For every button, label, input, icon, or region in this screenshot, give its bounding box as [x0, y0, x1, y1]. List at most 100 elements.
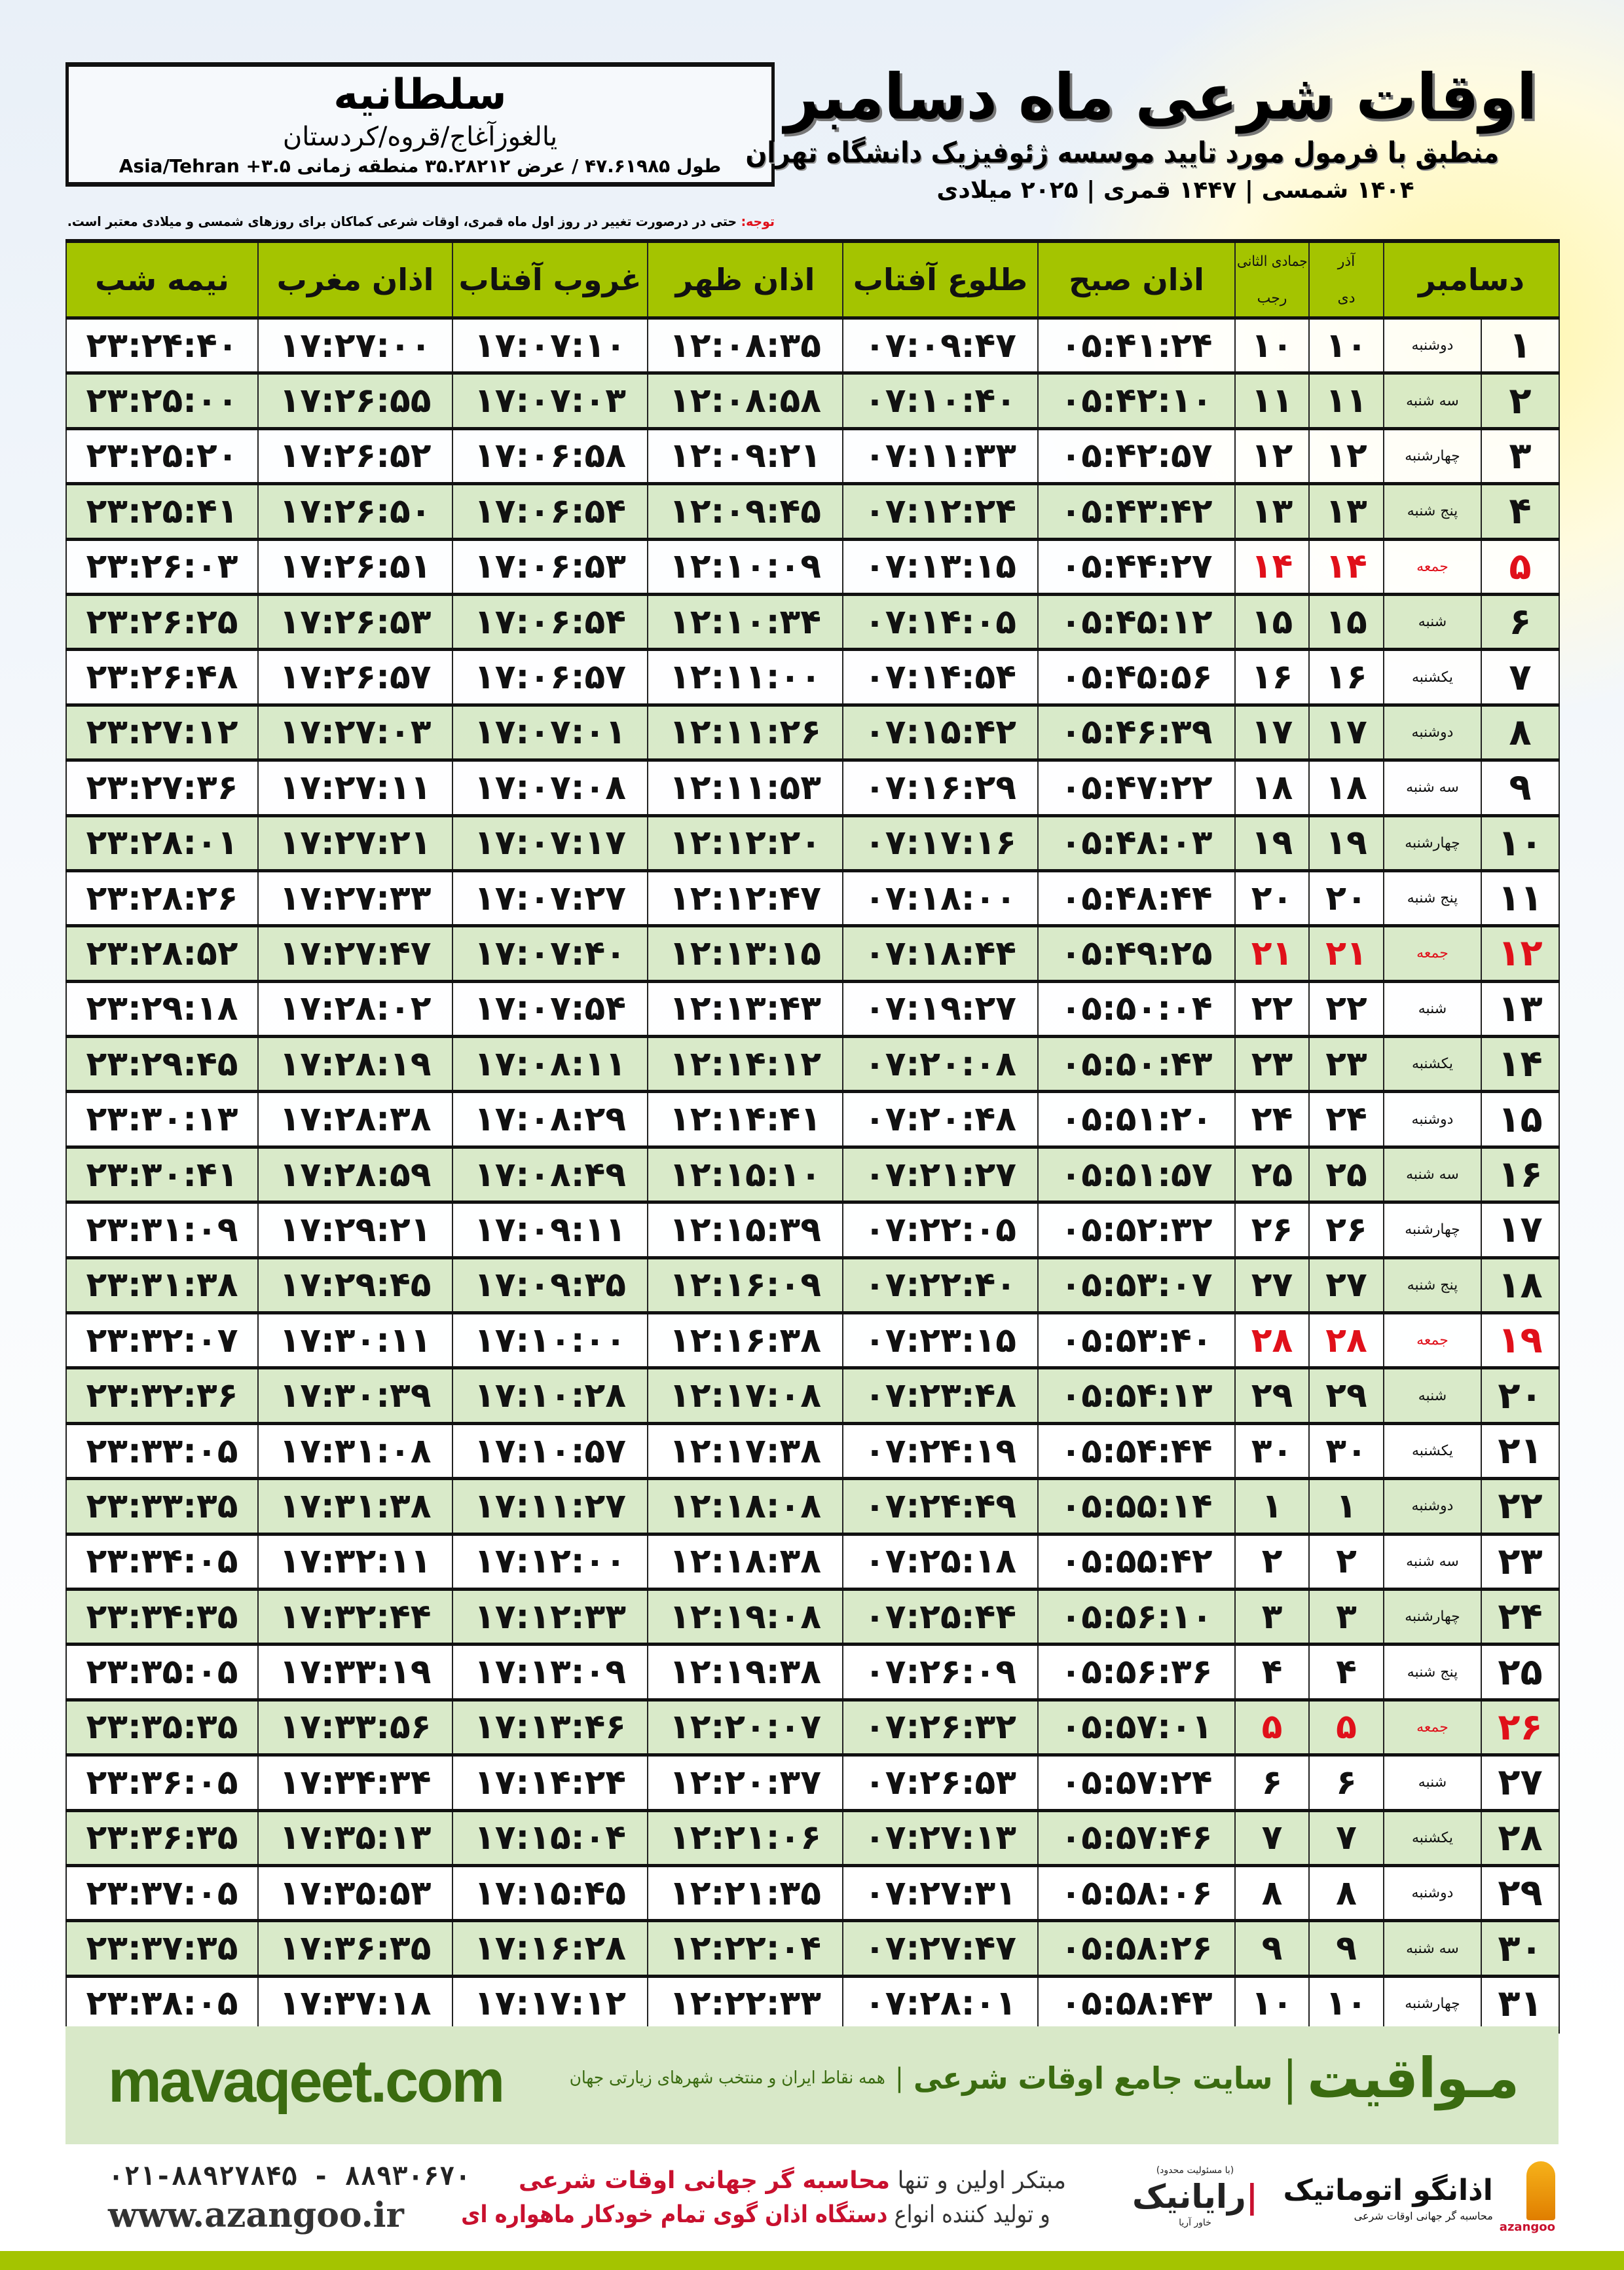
cell-lunar-day: ۲۴: [1234, 1090, 1310, 1148]
cell-lunar-day: ۱۴: [1234, 538, 1310, 595]
location-box: سلطانیه یالغوزآغاج/قروه/کردستان طول ۴۷.۶…: [65, 62, 775, 187]
cell-solar-day: ۲: [1308, 1533, 1384, 1590]
site-url[interactable]: mavaqeet.com: [108, 2048, 505, 2115]
cell-sobh: ۰۵:۵۱:۵۷: [1037, 1146, 1236, 1203]
cell-lunar-day: ۲۷: [1234, 1257, 1310, 1314]
logo-note: (با مسئولیت محدود): [1156, 2165, 1234, 2176]
cell-lunar-day: ۳: [1234, 1588, 1310, 1645]
cell-solar-day: ۲۷: [1308, 1257, 1384, 1314]
cell-lunar-day: ۹: [1234, 1920, 1310, 1977]
header-lunar-top: جمادی الثانی: [1236, 253, 1308, 270]
cell-sobh: ۰۵:۵۳:۰۷: [1037, 1257, 1236, 1314]
cell-sobh: ۰۵:۵۴:۴۴: [1037, 1423, 1236, 1479]
cell-tolu: ۰۷:۲۴:۱۹: [842, 1423, 1039, 1479]
cell-maghrib: ۱۷:۲۶:۵۲: [257, 428, 453, 485]
table-row: ۱۶ سه شنبه ۲۵ ۲۵ ۰۵:۵۱:۵۷ ۰۷:۲۱:۲۷ ۱۲:۱۵:۱۰ ۱۷:…: [65, 1146, 1560, 1203]
cell-tolu: ۰۷:۲۶:۵۳: [842, 1754, 1039, 1812]
cell-sobh: ۰۵:۵۳:۴۰: [1037, 1312, 1236, 1369]
cell-lunar-day: ۱۵: [1234, 593, 1310, 650]
cell-day: ۲۲: [1481, 1478, 1560, 1535]
cell-weekday: پنج شنبه: [1383, 870, 1482, 927]
table-row: ۲۹ دوشنبه ۸ ۸ ۰۵:۵۸:۰۶ ۰۷:۲۷:۳۱ ۱۲:۲۱:۳۵ ۱۷:۱۵:…: [65, 1865, 1560, 1922]
cell-sobh: ۰۵:۵۴:۱۳: [1037, 1367, 1236, 1424]
cell-nimeh: ۲۳:۳۱:۳۸: [65, 1257, 259, 1314]
cell-lunar-day: ۲۰: [1234, 870, 1310, 927]
cell-nimeh: ۲۳:۳۱:۰۹: [65, 1201, 259, 1259]
cell-zohr: ۱۲:۱۳:۱۵: [647, 925, 843, 982]
brand-logo: مـواقیت: [1307, 2046, 1519, 2110]
cell-sobh: ۰۵:۵۵:۴۲: [1037, 1533, 1236, 1590]
cell-maghrib: ۱۷:۲۸:۰۲: [257, 980, 453, 1037]
cell-maghrib: ۱۷:۲۸:۱۹: [257, 1035, 453, 1092]
cell-tolu: ۰۷:۱۱:۳۳: [842, 428, 1039, 485]
cell-solar-day: ۱۷: [1308, 704, 1384, 761]
cell-day: ۳۰: [1481, 1920, 1560, 1977]
cell-zohr: ۱۲:۲۰:۰۷: [647, 1699, 843, 1756]
table-row: ۱۵ دوشنبه ۲۴ ۲۴ ۰۵:۵۱:۲۰ ۰۷:۲۰:۴۸ ۱۲:۱۴:۴۱ ۱۷:۰…: [65, 1090, 1560, 1148]
cell-maghrib: ۱۷:۳۳:۵۶: [257, 1699, 453, 1756]
cell-tolu: ۰۷:۲۶:۳۲: [842, 1699, 1039, 1756]
cell-day: ۲۳: [1481, 1533, 1560, 1590]
footer-slogan: مبتکر اولین و تنها محاسبه گر جهانی اوقات…: [461, 2164, 1087, 2232]
tagline: همه نقاط ایران و منتخب شهرهای زیارتی جها…: [569, 2068, 885, 2088]
cell-solar-day: ۲۸: [1308, 1312, 1384, 1369]
cell-lunar-day: ۱۲: [1234, 428, 1310, 485]
header-solar-bottom: دی: [1337, 289, 1356, 307]
cell-ghorub: ۱۷:۰۶:۵۴: [452, 483, 648, 540]
cell-day: ۲۶: [1481, 1699, 1560, 1756]
cell-lunar-day: ۷: [1234, 1810, 1310, 1867]
cell-lunar-day: ۲۵: [1234, 1146, 1310, 1203]
notice-text: حتی در درصورت تغییر در روز اول ماه قمری،…: [67, 214, 741, 229]
cell-maghrib: ۱۷:۲۹:۴۵: [257, 1257, 453, 1314]
table-row: ۲۳ سه شنبه ۲ ۲ ۰۵:۵۵:۴۲ ۰۷:۲۵:۱۸ ۱۲:۱۸:۳۸ ۱۷:۱۲…: [65, 1533, 1560, 1590]
azangoo-url[interactable]: www.azangoo.ir: [108, 2195, 404, 2235]
cell-tolu: ۰۷:۱۲:۲۴: [842, 483, 1039, 540]
cell-sobh: ۰۵:۵۸:۰۶: [1037, 1865, 1236, 1922]
cell-day: ۲۴: [1481, 1588, 1560, 1645]
cell-weekday: سه شنبه: [1383, 759, 1482, 817]
cell-tolu: ۰۷:۲۲:۰۵: [842, 1201, 1039, 1259]
cell-weekday: دوشنبه: [1383, 1865, 1482, 1922]
cell-lunar-day: ۱۹: [1234, 815, 1310, 872]
cell-nimeh: ۲۳:۲۹:۱۸: [65, 980, 259, 1037]
cell-solar-day: ۱۳: [1308, 483, 1384, 540]
logo-latin: azangoo: [1499, 2220, 1555, 2234]
cell-ghorub: ۱۷:۰۷:۰۸: [452, 759, 648, 817]
cell-ghorub: ۱۷:۰۷:۴۰: [452, 925, 648, 982]
divider: |: [1282, 2051, 1298, 2105]
cell-solar-day: ۲۴: [1308, 1090, 1384, 1148]
cell-ghorub: ۱۷:۰۷:۲۷: [452, 870, 648, 927]
cell-day: ۷: [1481, 648, 1560, 706]
cell-ghorub: ۱۷:۰۸:۱۱: [452, 1035, 648, 1092]
table-row: ۲۱ یکشنبه ۳۰ ۳۰ ۰۵:۵۴:۴۴ ۰۷:۲۴:۱۹ ۱۲:۱۷:۳۸ ۱۷:۱…: [65, 1423, 1560, 1479]
cell-lunar-day: ۶: [1234, 1754, 1310, 1812]
cell-weekday: جمعه: [1383, 925, 1482, 982]
cell-tolu: ۰۷:۲۳:۴۸: [842, 1367, 1039, 1424]
cell-ghorub: ۱۷:۱۷:۱۲: [452, 1975, 648, 2034]
cell-nimeh: ۲۳:۲۵:۰۰: [65, 372, 259, 430]
cell-solar-day: ۳: [1308, 1588, 1384, 1645]
cell-maghrib: ۱۷:۲۶:۵۳: [257, 593, 453, 650]
table-row: ۵ جمعه ۱۴ ۱۴ ۰۵:۴۴:۲۷ ۰۷:۱۳:۱۵ ۱۲:۱۰:۰۹ ۱۷:۰۶:۵…: [65, 538, 1560, 595]
cell-solar-day: ۱۵: [1308, 593, 1384, 650]
cell-weekday: پنج شنبه: [1383, 1257, 1482, 1314]
logo-sub: خاور آریا: [1179, 2218, 1211, 2228]
cell-solar-day: ۲۵: [1308, 1146, 1384, 1203]
cell-zohr: ۱۲:۱۸:۳۸: [647, 1533, 843, 1590]
cell-day: ۲: [1481, 372, 1560, 430]
cell-sobh: ۰۵:۴۱:۲۴: [1037, 317, 1236, 374]
cell-zohr: ۱۲:۱۹:۰۸: [647, 1588, 843, 1645]
cell-nimeh: ۲۳:۳۰:۱۳: [65, 1090, 259, 1148]
cell-sobh: ۰۵:۴۵:۵۶: [1037, 648, 1236, 706]
cell-day: ۱۱: [1481, 870, 1560, 927]
cell-maghrib: ۱۷:۳۵:۱۳: [257, 1810, 453, 1867]
cell-sobh: ۰۵:۴۵:۱۲: [1037, 593, 1236, 650]
cell-maghrib: ۱۷:۲۷:۱۱: [257, 759, 453, 817]
cell-weekday: دوشنبه: [1383, 317, 1482, 374]
cell-nimeh: ۲۳:۲۶:۰۳: [65, 538, 259, 595]
cell-day: ۹: [1481, 759, 1560, 817]
table-row: ۱۳ شنبه ۲۲ ۲۲ ۰۵:۵۰:۰۴ ۰۷:۱۹:۲۷ ۱۲:۱۳:۴۳ ۱۷:۰۷:…: [65, 980, 1560, 1037]
table-row: ۲ سه شنبه ۱۱ ۱۱ ۰۵:۴۲:۱۰ ۰۷:۱۰:۴۰ ۱۲:۰۸:۵۸ ۱۷:۰…: [65, 372, 1560, 430]
cell-weekday: دوشنبه: [1383, 1090, 1482, 1148]
cell-ghorub: ۱۷:۱۵:۴۵: [452, 1865, 648, 1922]
